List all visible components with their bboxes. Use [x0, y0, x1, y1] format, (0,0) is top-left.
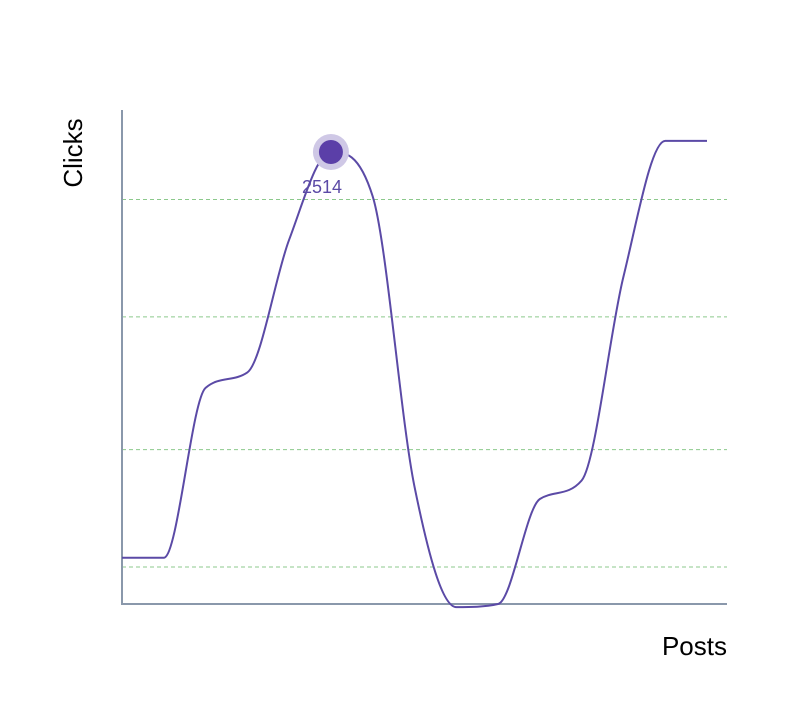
- series-layer: [121, 139, 707, 609]
- series-line: [121, 139, 707, 609]
- highlight-value-label: 2514: [302, 177, 342, 197]
- highlight-marker-dot: [318, 139, 343, 164]
- y-axis-title: Clicks: [58, 118, 88, 187]
- highlight-marker: [312, 133, 349, 170]
- x-axis-title: Posts: [662, 631, 727, 661]
- grid-lines: [122, 199, 727, 568]
